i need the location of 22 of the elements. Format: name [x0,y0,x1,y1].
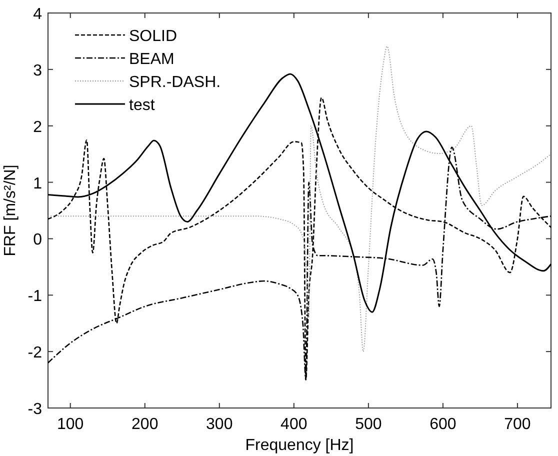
y-tick-label: -1 [28,288,42,306]
x-tick-label: 300 [206,416,233,433]
x-tick-label: 400 [280,416,308,433]
y-tick-label: 1 [33,175,42,192]
y-tick-label: 2 [33,118,42,136]
x-tick-label: 200 [132,416,158,433]
line-series [48,46,552,352]
y-tick-label: -2 [28,344,42,362]
x-tick-label: 100 [57,416,84,433]
x-tick-label: 700 [504,416,531,433]
y-axis-title: FRF [m/s²/N] [2,164,19,256]
legend-label: BEAM [129,51,174,68]
y-tick-label: 3 [33,62,42,80]
x-tick-label: 500 [355,416,382,433]
x-tick-label: 600 [430,416,456,433]
x-axis-title: Frequency [Hz] [245,437,354,454]
legend-label: SPR.-DASH. [129,74,221,91]
legend-label: SOLID [129,28,178,45]
y-tick-label: -3 [28,401,42,418]
y-tick-label: 0 [33,232,42,249]
legend-label: test [129,97,156,114]
y-tick-label: 4 [33,6,42,23]
